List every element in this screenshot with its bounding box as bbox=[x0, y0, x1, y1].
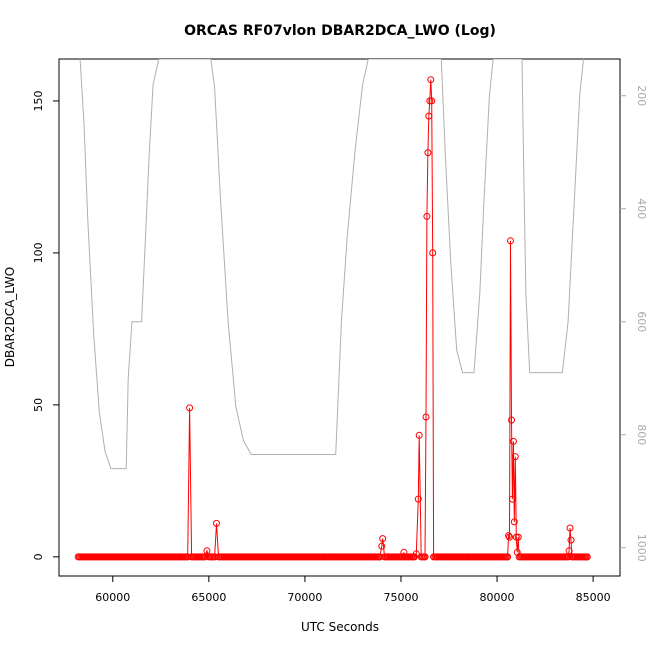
data-point bbox=[583, 553, 591, 561]
y-axis-label: DBAR2DCA_LWO bbox=[3, 267, 17, 367]
data-point bbox=[505, 532, 513, 540]
x-tick-label: 60000 bbox=[95, 591, 130, 604]
plot-frame bbox=[58, 58, 621, 577]
x-axis-label: UTC Seconds bbox=[301, 620, 379, 634]
chart-title: ORCAS RF07vlon DBAR2DCA_LWO (Log) bbox=[184, 23, 496, 39]
y2-tick-label: 200 bbox=[635, 85, 648, 106]
data-point bbox=[567, 536, 575, 544]
data-point bbox=[423, 212, 431, 220]
y2-tick-label: 1000 bbox=[635, 534, 648, 562]
x-tick-label: 85000 bbox=[576, 591, 611, 604]
data-point bbox=[566, 524, 574, 532]
data-point bbox=[506, 533, 513, 541]
data-point bbox=[427, 76, 435, 84]
data-point bbox=[508, 416, 515, 424]
y2-tick-label: 800 bbox=[635, 424, 648, 445]
secondary-series-line bbox=[79, 59, 584, 470]
data-point bbox=[508, 495, 516, 503]
y2-tick-label: 400 bbox=[635, 198, 648, 219]
data-point bbox=[379, 535, 387, 543]
x-tick-label: 65000 bbox=[191, 591, 226, 604]
x-tick-label: 80000 bbox=[480, 591, 515, 604]
data-point bbox=[510, 518, 518, 526]
data-point bbox=[415, 431, 423, 439]
data-point bbox=[428, 97, 436, 105]
x-tick-label: 70000 bbox=[287, 591, 322, 604]
data-point bbox=[429, 249, 437, 257]
y-tick-label: 0 bbox=[32, 553, 45, 560]
data-point bbox=[422, 413, 430, 421]
data-point bbox=[504, 553, 512, 561]
data-point bbox=[421, 553, 429, 561]
x-tick-label: 75000 bbox=[383, 591, 418, 604]
data-point bbox=[424, 149, 432, 157]
y-tick-label: 150 bbox=[32, 90, 45, 111]
data-point bbox=[512, 533, 520, 541]
data-point bbox=[425, 112, 433, 120]
y-tick-label: 100 bbox=[32, 242, 45, 263]
data-point bbox=[203, 547, 211, 555]
data-point bbox=[507, 237, 514, 245]
data-point bbox=[426, 97, 434, 105]
data-point bbox=[213, 519, 220, 527]
data-point bbox=[414, 495, 422, 503]
data-point bbox=[511, 453, 519, 461]
data-point bbox=[412, 550, 420, 558]
data-point bbox=[378, 542, 386, 550]
primary-series-line bbox=[78, 79, 588, 558]
data-point bbox=[186, 404, 194, 412]
data-point bbox=[513, 548, 521, 556]
plot-area bbox=[74, 59, 591, 561]
y-tick-label: 50 bbox=[32, 398, 45, 412]
data-point bbox=[565, 547, 573, 555]
data-point bbox=[509, 437, 517, 445]
y2-tick-label: 600 bbox=[635, 311, 648, 332]
data-point bbox=[514, 533, 522, 541]
